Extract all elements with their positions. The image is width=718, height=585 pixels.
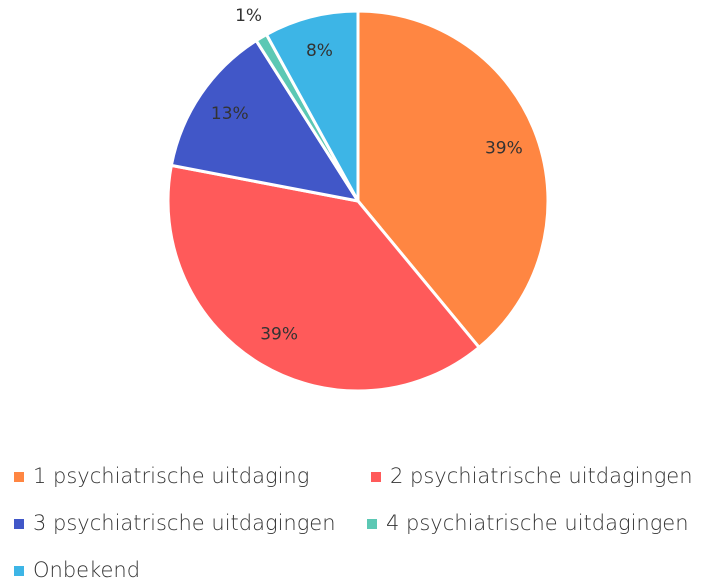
pie-slice (169, 38, 362, 204)
legend-label: 3 psychiatrische uitdagingen (33, 511, 336, 535)
data-label: 8% (306, 41, 333, 61)
legend-label: 4 psychiatrische uitdagingen (386, 511, 689, 535)
legend-swatch (14, 519, 24, 529)
pie-slice (264, 9, 360, 202)
data-label: 39% (485, 138, 523, 158)
pie-slice (166, 163, 482, 393)
legend-label: 1 psychiatrische uitdaging (33, 464, 309, 488)
legend-label: 2 psychiatrische uitdagingen (390, 464, 693, 488)
legend-swatch (14, 472, 24, 482)
data-label: 1% (235, 6, 262, 26)
legend-label: Onbekend (33, 558, 140, 582)
legend-swatch (367, 519, 377, 529)
legend-swatch (14, 566, 24, 576)
data-label: 13% (211, 104, 249, 124)
legend-swatch (371, 472, 381, 482)
pie-slice (356, 9, 550, 350)
data-label: 39% (260, 324, 298, 344)
